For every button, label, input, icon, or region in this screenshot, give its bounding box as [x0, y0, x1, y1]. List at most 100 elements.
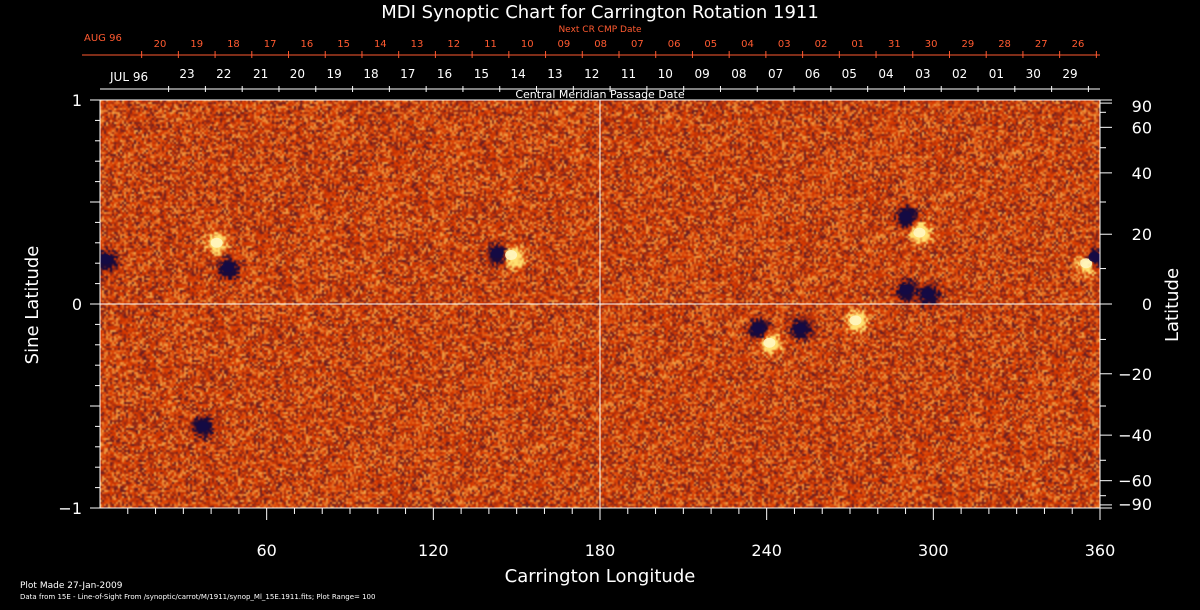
second-axis-label: 30 [1026, 67, 1041, 81]
y-axis-ticks: 1 0 −1 [58, 91, 100, 518]
negative-polarity-region [899, 284, 912, 295]
second-axis-label: 05 [842, 67, 857, 81]
top-axis-label: 11 [484, 39, 497, 50]
x-tick-label: 60 [256, 541, 276, 560]
plot-made-text: Plot Made 27-Jan-2009 [20, 581, 123, 591]
negative-polarity-region [921, 288, 934, 299]
top-axis-start-label: AUG 96 [84, 33, 122, 44]
top-axis-label: 20 [154, 39, 167, 50]
y-tick-label: 1 [72, 91, 82, 110]
y-axis-label: Sine Latitude [22, 246, 43, 365]
x-axis-label: Carrington Longitude [505, 566, 696, 587]
top-axis-label: 31 [888, 39, 901, 50]
top-axis-label: 03 [778, 39, 791, 50]
active-regions [99, 211, 1101, 432]
y2-tick-label: −40 [1118, 426, 1152, 445]
top-axis-label: 09 [558, 39, 571, 50]
second-axis-label: 12 [584, 67, 599, 81]
second-axis-label: 14 [510, 67, 525, 81]
second-axis-label: 04 [878, 67, 893, 81]
second-axis-start-label: JUL 96 [109, 70, 148, 84]
chart-title: MDI Synoptic Chart for Carrington Rotati… [381, 2, 819, 23]
top-axis-label: 10 [521, 39, 534, 50]
y2-tick-label: 0 [1142, 295, 1152, 314]
second-axis-label: 13 [547, 67, 562, 81]
top-axis-label: 12 [447, 39, 460, 50]
top-axis-label: 28 [998, 39, 1011, 50]
top-axis-label: 13 [411, 39, 424, 50]
second-axis-label: 21 [253, 67, 268, 81]
second-axis-label: 22 [216, 67, 231, 81]
second-axis-label: 02 [952, 67, 967, 81]
negative-polarity-region [491, 248, 504, 258]
y2-tick-label: 40 [1132, 164, 1152, 183]
positive-polarity-region [913, 227, 926, 238]
positive-polarity-region [849, 315, 862, 326]
second-axis-label: 10 [658, 67, 673, 81]
top-axis-label: 19 [190, 39, 203, 50]
negative-polarity-region [1088, 252, 1101, 263]
top-axis-label: 08 [594, 39, 607, 50]
second-axis-label: 23 [179, 67, 194, 81]
x-tick-label: 360 [1085, 541, 1116, 560]
second-axis-caption: Central Meridian Passage Date [515, 88, 684, 101]
y-tick-label: −1 [58, 499, 82, 518]
second-axis-label: 11 [621, 67, 636, 81]
y2-tick-label: −20 [1118, 365, 1152, 384]
top-axis-label: 02 [815, 39, 828, 50]
second-axis-label: 15 [474, 67, 489, 81]
second-axis-label: 03 [915, 67, 930, 81]
top-axis-label: 06 [668, 39, 681, 50]
top-axis-label: 17 [264, 39, 277, 50]
positive-polarity-region [1080, 258, 1093, 269]
positive-polarity-region [505, 250, 518, 261]
top-axis-ticks: 20 19 18 17 16 15 14 13 12 11 10 09 08 07 06 05 04 03 02 01… [141, 39, 1097, 58]
second-axis-label: 18 [363, 67, 378, 81]
second-axis-label: 19 [327, 67, 342, 81]
negative-polarity-region [99, 254, 112, 265]
second-axis-label: 16 [437, 67, 452, 81]
negative-polarity-region [899, 211, 912, 222]
second-axis-label: 20 [290, 67, 305, 81]
y-tick-label: 0 [72, 295, 82, 314]
second-axis-label: 17 [400, 67, 415, 81]
second-axis-label: 08 [731, 67, 746, 81]
top-axis-label: 26 [1072, 39, 1085, 50]
top-axis-label: 30 [925, 39, 938, 50]
y2-tick-label: 20 [1132, 225, 1152, 244]
top-axis-label: 16 [301, 39, 314, 50]
top-axis-label: 29 [961, 39, 974, 50]
second-axis-label: 06 [805, 67, 820, 81]
negative-polarity-region [752, 323, 765, 334]
y2-tick-label: −60 [1118, 472, 1152, 491]
top-axis-label: 01 [851, 39, 864, 50]
top-axis-label: 05 [704, 39, 717, 50]
positive-polarity-region [763, 337, 776, 348]
top-axis-label: 27 [1035, 39, 1048, 50]
x-tick-label: 240 [751, 541, 782, 560]
y2-tick-label: −90 [1118, 495, 1152, 514]
second-axis-label: 29 [1062, 67, 1077, 81]
top-axis-label: 04 [741, 39, 754, 50]
y2-axis-label: Latitude [1162, 268, 1183, 342]
negative-polarity-region [221, 262, 234, 273]
positive-polarity-region [210, 237, 223, 248]
top-axis-caption: Next CR CMP Date [558, 25, 642, 35]
x-axis-ticks: 60 120 180 240 300 360 [127, 508, 1116, 560]
second-axis-label: 09 [694, 67, 709, 81]
second-axis-ticks: 23 22 21 20 19 18 17 16 15 14 13 12 11 10 09 08 07 06 05 04… [168, 67, 1089, 92]
second-axis-label: 01 [989, 67, 1004, 81]
top-axis-label: 07 [631, 39, 644, 50]
y2-tick-label: 60 [1132, 118, 1152, 137]
negative-polarity-region [794, 323, 806, 334]
top-axis-label: 18 [227, 39, 240, 50]
second-axis-label: 07 [768, 67, 783, 81]
x-tick-label: 180 [585, 541, 616, 560]
x-tick-label: 120 [418, 541, 449, 560]
y2-tick-label: 90 [1132, 97, 1152, 116]
y2-axis-ticks: 90 60 40 20 0 −20 −40 −60 −90 [1100, 97, 1152, 514]
negative-polarity-region [196, 421, 209, 432]
top-axis-label: 15 [337, 39, 350, 50]
x-tick-label: 300 [918, 541, 949, 560]
